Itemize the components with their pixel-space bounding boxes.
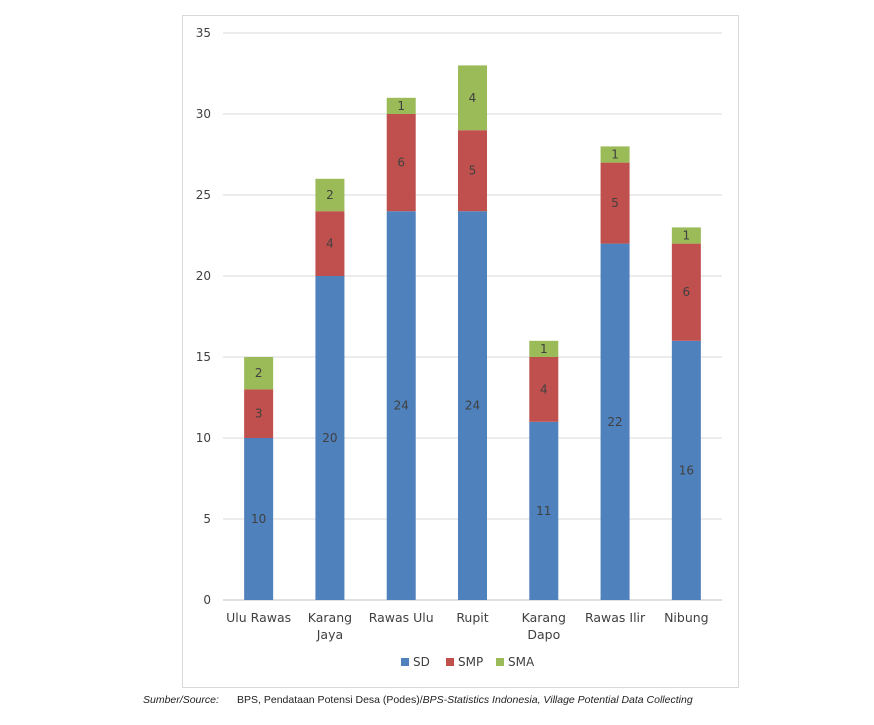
bar-sd	[529, 421, 559, 600]
bar-smp	[671, 243, 701, 341]
bar-sd	[244, 438, 274, 600]
legend-label: SMP	[458, 655, 483, 669]
source-text: BPS, Pendataan Potensi Desa (Podes)/BPS-…	[237, 694, 693, 706]
bar-smp	[386, 114, 416, 212]
y-tick-label: 35	[196, 26, 211, 40]
x-tick-label: Rawas Ulu	[369, 610, 434, 625]
y-tick-label: 20	[196, 269, 211, 283]
bar-smp	[244, 389, 274, 438]
bar-sma	[386, 97, 416, 114]
y-tick-label: 0	[203, 593, 211, 607]
bar-sma	[529, 340, 559, 357]
data-label: 1	[611, 148, 619, 162]
source-label: Sumber/Source:	[143, 694, 219, 706]
bar-sma	[458, 65, 487, 131]
legend-swatch-sd	[401, 658, 409, 666]
data-label: 10	[251, 512, 266, 526]
data-label: 6	[683, 285, 691, 299]
data-label: 5	[611, 196, 619, 210]
y-tick-label: 25	[196, 188, 211, 202]
data-label: 3	[255, 407, 263, 421]
data-label: 2	[255, 366, 263, 380]
bar-smp	[458, 130, 487, 212]
x-tick-label: Nibung	[664, 610, 709, 625]
bar-sma	[600, 146, 630, 163]
data-label: 11	[536, 504, 551, 518]
data-label: 20	[322, 431, 337, 445]
data-label: 5	[469, 164, 477, 178]
bar-sd	[458, 211, 487, 600]
data-label: 4	[469, 91, 477, 105]
legend-label: SMA	[508, 655, 535, 669]
legend-swatch-smp	[446, 658, 454, 666]
x-tick-label: Karang	[522, 610, 566, 625]
data-label: 24	[394, 399, 409, 413]
source-note: Sumber/Source: BPS, Pendataan Potensi Des…	[143, 694, 693, 706]
data-label: 1	[683, 229, 691, 243]
x-tick-label: Rawas Ilir	[585, 610, 646, 625]
bar-smp	[315, 211, 345, 276]
bar-sma	[671, 227, 701, 244]
bar-sma	[244, 357, 274, 390]
y-tick-label: 30	[196, 107, 211, 121]
legend-swatch-sma	[496, 658, 504, 666]
data-label: 4	[326, 237, 334, 251]
bar-smp	[529, 357, 559, 422]
data-label: 16	[679, 463, 694, 477]
data-label: 4	[540, 382, 548, 396]
bar-smp	[600, 162, 630, 244]
legend-label: SD	[413, 655, 430, 669]
chart-frame: 0 5 10 15 20 25 30 35 10 3 2 Ulu Rawas 20 4 2 Karang Jay…	[182, 15, 739, 688]
y-tick-label: 5	[203, 512, 211, 526]
y-tick-label: 10	[196, 431, 211, 445]
data-label: 1	[540, 342, 548, 356]
x-tick-label: Jaya	[316, 627, 343, 642]
bar-sd	[671, 340, 701, 600]
bar-sd	[386, 211, 416, 600]
x-tick-label: Rupit	[456, 610, 488, 625]
x-tick-label: Dapo	[527, 627, 560, 642]
data-label: 24	[465, 399, 480, 413]
data-label: 1	[397, 99, 405, 113]
bar-sd	[600, 243, 630, 600]
bar-sd	[315, 276, 345, 600]
data-label: 6	[397, 156, 405, 170]
data-label: 2	[326, 188, 334, 202]
x-tick-label: Karang	[308, 610, 352, 625]
y-tick-label: 15	[196, 350, 211, 364]
data-label: 22	[607, 415, 622, 429]
bar-sma	[315, 178, 345, 212]
x-tick-label: Ulu Rawas	[226, 610, 291, 625]
